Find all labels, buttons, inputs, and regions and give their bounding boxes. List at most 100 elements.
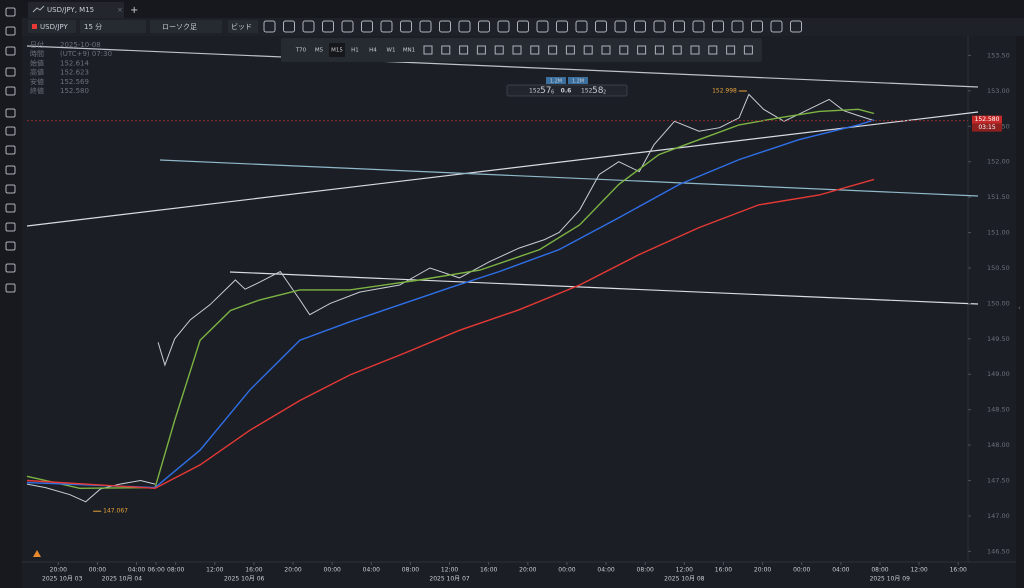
toolbar-button[interactable] [439, 20, 451, 33]
trend-line[interactable] [229, 271, 979, 305]
warning-icon[interactable] [33, 550, 41, 557]
drawing-tool[interactable] [441, 45, 451, 55]
toolbar-button[interactable] [653, 20, 666, 33]
timeframe-button[interactable]: H1 [351, 48, 359, 54]
toolbar-button[interactable] [770, 20, 783, 33]
sidebar-button[interactable] [5, 263, 16, 273]
toolbar-button[interactable] [731, 20, 744, 33]
sidebar-button[interactable] [5, 283, 16, 293]
drawing-tool[interactable] [672, 45, 682, 55]
toolbar-button[interactable] [361, 20, 373, 33]
sidebar-button[interactable] [5, 26, 16, 36]
toolbar-button[interactable] [458, 20, 471, 33]
price-type-select[interactable] [228, 20, 258, 33]
toolbar-button[interactable] [302, 20, 315, 33]
drawing-tool[interactable] [601, 45, 611, 55]
symbol: USD/JPY [40, 23, 68, 31]
trend-line[interactable] [159, 159, 979, 197]
spread: 0.6 [561, 88, 572, 95]
drawing-tool[interactable] [637, 45, 647, 55]
toolbar-button[interactable] [380, 20, 393, 33]
drawing-tool[interactable] [459, 45, 469, 55]
timeframe-button[interactable]: M5 [315, 48, 324, 54]
sidebar-button[interactable] [5, 203, 16, 213]
sidebar-button[interactable] [5, 7, 16, 17]
timeframe-button[interactable]: M15 [331, 48, 343, 54]
annotation-label: 147.067 [103, 508, 128, 515]
timeframe-button[interactable]: MN1 [403, 48, 415, 54]
drawing-tool[interactable] [565, 45, 575, 55]
sidebar-button[interactable] [5, 67, 16, 77]
timeframe-button[interactable]: H4 [369, 48, 377, 54]
drawing-tool[interactable] [690, 45, 700, 55]
toolbar-button[interactable] [263, 20, 276, 33]
quote-box[interactable] [506, 84, 628, 97]
sidebar-button[interactable] [5, 241, 16, 251]
timeframe-button[interactable]: T70 [295, 48, 307, 54]
collapse-handle[interactable]: ‹ [1018, 304, 1021, 312]
drawing-tool[interactable] [726, 45, 736, 55]
drawing-tool[interactable] [530, 45, 540, 55]
toolbar-button[interactable] [673, 20, 685, 33]
drawing-tool[interactable] [512, 45, 522, 55]
drawing-tool[interactable] [423, 45, 433, 55]
drawing-tool[interactable] [548, 45, 558, 55]
x-tick-label: 04:00 [363, 567, 380, 574]
toolbar-button[interactable] [497, 20, 510, 33]
timeframe-select[interactable] [80, 20, 146, 33]
x-tick-label: 08:00 [402, 567, 419, 574]
toolbar-button[interactable] [634, 20, 646, 33]
drawing-tool[interactable] [494, 45, 504, 55]
drawing-tool[interactable] [654, 45, 664, 55]
sidebar-button[interactable] [5, 108, 16, 118]
toolbar-button[interactable] [322, 20, 334, 33]
y-tick-label: 149.00 [987, 370, 1010, 378]
y-tick-label: 147.00 [987, 512, 1010, 520]
tab[interactable] [28, 2, 124, 18]
sidebar-button[interactable] [5, 86, 16, 96]
sidebar-button[interactable] [5, 222, 16, 232]
drawing-tool[interactable] [583, 45, 593, 55]
chart-type-select[interactable] [150, 20, 222, 33]
sidebar-button[interactable] [5, 126, 16, 136]
sidebar-button[interactable] [5, 184, 16, 194]
tab-close[interactable]: × [117, 6, 123, 14]
x-tick-label: 08:00 [871, 567, 888, 574]
info-label: 始値 [30, 58, 44, 67]
toolbar-button[interactable] [517, 20, 529, 33]
x-tick-label: 16:00 [245, 567, 262, 574]
drawing-tool[interactable] [476, 45, 486, 55]
toolbar-button[interactable] [614, 20, 627, 33]
toolbar-button[interactable] [478, 20, 490, 33]
toolbar-button[interactable] [556, 20, 568, 33]
info-label: 高値 [30, 68, 44, 77]
bid-fraction: 6 [551, 90, 554, 96]
drawing-tool[interactable] [708, 45, 718, 55]
x-tick-label: 12:00 [441, 567, 458, 574]
sidebar-button[interactable] [5, 46, 16, 56]
sidebar [0, 0, 22, 588]
toolbar-button[interactable] [575, 20, 588, 33]
toolbar-button[interactable] [400, 20, 412, 33]
toolbar-button[interactable] [692, 20, 705, 33]
toolbar-button[interactable] [341, 20, 354, 33]
timeframe-button[interactable]: W1 [387, 48, 396, 54]
x-tick-label: 00:00 [793, 567, 810, 574]
toolbar-button[interactable] [751, 20, 763, 33]
add-tab[interactable]: + [130, 5, 138, 16]
toolbar-button[interactable] [790, 20, 802, 33]
moving-average [26, 178, 875, 490]
y-tick-label: 150.50 [987, 264, 1010, 272]
symbol-select[interactable] [28, 20, 76, 33]
toolbar-button[interactable] [712, 20, 724, 33]
sidebar-button[interactable] [5, 165, 16, 175]
drawing-tool[interactable] [619, 45, 629, 55]
toolbar-button[interactable] [595, 20, 607, 33]
toolbar-button[interactable] [283, 20, 295, 33]
trend-line[interactable] [26, 111, 979, 227]
toolbar-button[interactable] [419, 20, 432, 33]
sidebar-button[interactable] [5, 145, 16, 155]
toolbar-button[interactable] [536, 20, 549, 33]
drawing-tool[interactable] [743, 45, 753, 55]
trend-line[interactable] [26, 45, 979, 88]
